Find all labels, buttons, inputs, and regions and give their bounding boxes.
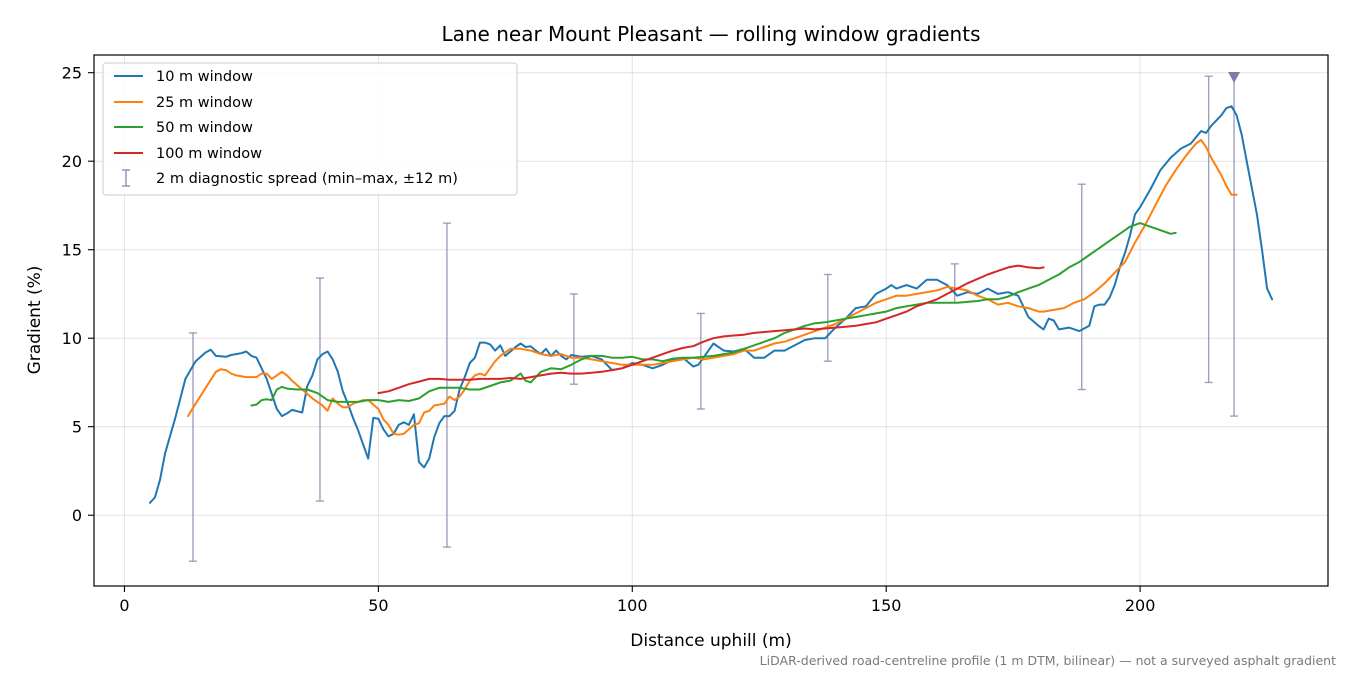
error-bar <box>1077 183 1086 391</box>
x-tick-label: 50 <box>368 596 388 615</box>
x-axis-label: Distance uphill (m) <box>630 631 791 651</box>
series-line-4 <box>377 264 1045 395</box>
legend-box <box>102 62 518 196</box>
legend-label: 2 m diagnostic spread (min–max, ±12 m) <box>156 171 458 187</box>
error-bar <box>569 293 578 385</box>
y-axis-label: Gradient (%) <box>25 266 45 375</box>
y-tick-label: 10 <box>62 329 82 348</box>
error-bar <box>315 277 324 502</box>
tick-layer: 0 50 100 150 200 0 5 10 15 20 25 <box>62 64 1156 615</box>
chart-title: Lane near Mount Pleasant — rolling windo… <box>441 22 980 46</box>
peak-marker <box>1228 72 1241 84</box>
legend-label: 25 m window <box>156 95 253 111</box>
errorbar-layer <box>189 71 1239 562</box>
error-bar <box>189 332 198 562</box>
marker-layer <box>1228 72 1241 84</box>
y-tick-label: 0 <box>72 506 82 525</box>
legend-label: 100 m window <box>156 146 262 162</box>
x-tick-label: 100 <box>617 596 648 615</box>
y-tick-label: 20 <box>62 152 82 171</box>
plot-frame <box>93 54 1329 587</box>
x-tick-label: 0 <box>119 596 129 615</box>
footnote: LiDAR-derived road-centreline profile (1… <box>760 653 1336 668</box>
legend-label: 50 m window <box>156 120 253 136</box>
legend: 10 m window 25 m window 50 m window 100 m w… <box>102 62 518 196</box>
x-tick-label: 150 <box>871 596 902 615</box>
y-tick-label: 5 <box>72 418 82 437</box>
legend-label: 10 m window <box>156 69 253 85</box>
series-line-2 <box>186 139 1238 436</box>
error-bar <box>442 222 451 548</box>
y-tick-label: 25 <box>62 64 82 83</box>
series-line-3 <box>250 222 1177 407</box>
error-bar <box>1204 75 1213 384</box>
legend-entries: 10 m window 25 m window 50 m window 100 m w… <box>114 69 458 187</box>
y-tick-label: 15 <box>62 241 82 260</box>
error-bar <box>823 273 832 362</box>
series-layer <box>148 105 1274 504</box>
x-tick-label: 200 <box>1125 596 1156 615</box>
